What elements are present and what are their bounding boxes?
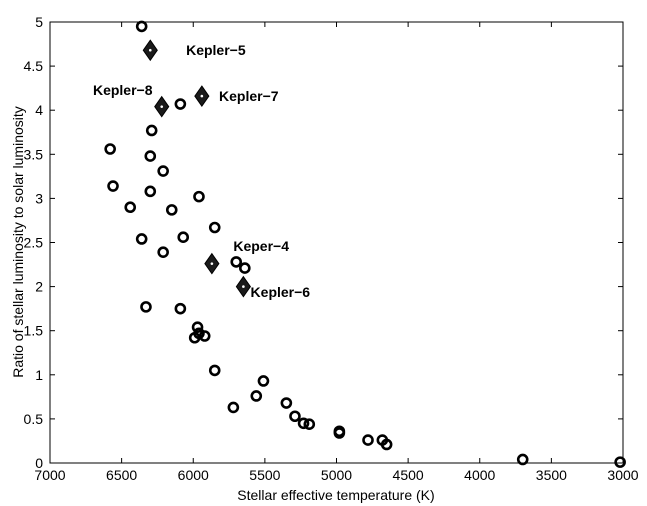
x-tick-label: 4000 (464, 467, 495, 483)
circle-marker (208, 221, 221, 234)
axis-ticks (49, 21, 624, 464)
x-axis-title: Stellar effective temperature (K) (237, 487, 434, 503)
circle-marker (135, 20, 148, 33)
planet-label: Kepler−6 (251, 284, 311, 300)
y-tick-labels: 0 0.5 1 1.5 2 2.5 3 3.5 4 4.5 5 (24, 14, 44, 471)
circle-marker (362, 434, 374, 446)
circle-marker (135, 233, 148, 245)
y-tick-label: 4 (35, 102, 43, 118)
y-tick-label: 2 (35, 279, 43, 295)
x-tick-label: 6500 (106, 467, 137, 483)
y-tick-label: 2.5 (24, 235, 44, 251)
diamond-marker-center (148, 48, 152, 52)
circle-marker (157, 165, 169, 177)
y-tick-label: 1 (35, 367, 43, 383)
y-tick-label: 0 (35, 455, 43, 471)
circle-marker (250, 390, 263, 402)
circle-marker (191, 321, 204, 333)
diamond-marker-center (160, 105, 164, 108)
circle-marker (289, 410, 301, 423)
circle-marker (227, 401, 240, 414)
x-tick-label: 5000 (321, 467, 352, 483)
circle-marker (380, 438, 393, 451)
circle-marker (280, 397, 293, 409)
circle-marker (124, 201, 137, 214)
circle-marker (140, 301, 152, 313)
x-tick-label: 4500 (393, 467, 424, 483)
circle-marker (614, 456, 626, 468)
planet-label: Kepler−7 (219, 88, 279, 104)
circle-marker (208, 364, 221, 377)
circle-marker (257, 375, 270, 387)
planet-label: Keper−4 (233, 238, 289, 254)
circle-marker (193, 190, 205, 203)
circle-marker (104, 143, 116, 155)
circle-marker (157, 246, 169, 259)
circle-marker (145, 124, 158, 137)
circle-marker (297, 417, 310, 430)
circle-marker (107, 180, 119, 192)
x-tick-label: 5500 (249, 467, 280, 483)
data-markers (104, 20, 626, 468)
diamond-marker-center (210, 262, 214, 265)
circle-marker (198, 330, 211, 342)
y-tick-label: 1.5 (24, 323, 44, 339)
circle-marker (303, 418, 316, 430)
circle-marker (174, 98, 187, 110)
circle-marker (177, 231, 190, 244)
planet-label: Kepler−5 (186, 42, 246, 58)
y-tick-label: 3.5 (24, 146, 44, 162)
y-tick-label: 0.5 (24, 411, 44, 427)
circle-marker (144, 185, 157, 198)
y-tick-label: 5 (35, 14, 43, 30)
circle-marker (188, 331, 201, 344)
x-tick-label: 3000 (607, 467, 638, 483)
circle-marker (333, 427, 346, 439)
diamond-marker-center (242, 285, 245, 288)
circle-marker (516, 453, 529, 466)
y-axis-title: Ratio of stellar luminosity to solar lum… (10, 106, 26, 378)
circle-marker (174, 302, 187, 315)
annotations: Kepler−5 Kepler−7 Kepler−8 Keper−4 Kepler−6 (93, 42, 310, 300)
x-tick-label: 7000 (34, 467, 65, 483)
circle-marker (144, 150, 157, 162)
y-tick-label: 4.5 (24, 58, 44, 74)
x-tick-label: 3500 (536, 467, 567, 483)
circle-marker (239, 262, 251, 274)
circle-marker (230, 256, 243, 268)
y-tick-label: 3 (35, 190, 43, 206)
planet-label: Kepler−8 (93, 82, 153, 98)
x-tick-label: 6000 (178, 467, 209, 483)
circle-marker (165, 204, 178, 216)
x-tick-labels: 7000 6500 6000 5500 5000 4500 4000 3500 3000 (34, 467, 638, 483)
diamond-marker-center (200, 94, 204, 98)
